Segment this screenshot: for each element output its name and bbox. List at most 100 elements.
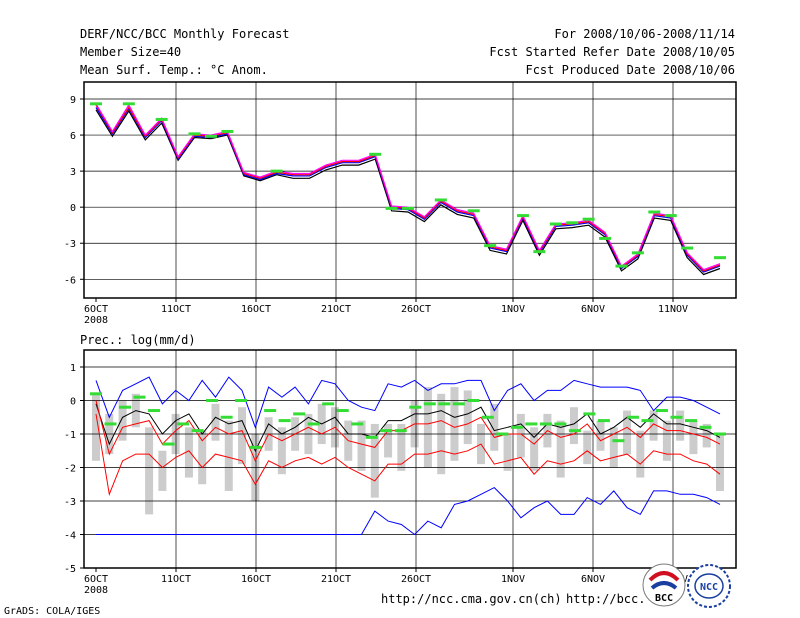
temp-series-ensemble-mean	[95, 109, 721, 276]
precip-series-minus	[95, 413, 721, 497]
precip-range-bar	[716, 434, 724, 491]
temp-marker	[533, 250, 546, 254]
temp-marker	[631, 251, 644, 255]
bcc-logo-swirl-red	[648, 571, 680, 582]
temp-marker	[516, 214, 529, 218]
temp-marker	[155, 117, 168, 121]
x-tick-label: 16OCT	[241, 574, 271, 585]
precip-marker	[626, 415, 639, 419]
header-variable: Mean Surf. Temp.: °C Anom.	[80, 63, 268, 77]
ncc-logo-circle	[687, 564, 731, 608]
temperature-frame	[83, 81, 737, 299]
temperature-lines	[95, 103, 721, 276]
precip-marker	[148, 409, 161, 413]
temp-marker	[221, 129, 234, 133]
y-tick-label: -1	[64, 430, 76, 441]
precip-title: Prec.: log(mm/d)	[80, 333, 196, 347]
precip-marker	[336, 409, 349, 413]
precip-marker	[177, 422, 190, 426]
ncc-logo-text: NCC	[700, 582, 718, 593]
bcc-logo-swirl-blue	[650, 581, 678, 590]
temp-marker	[385, 206, 398, 210]
precip-marker	[409, 405, 422, 409]
precip-range-bar	[636, 430, 645, 478]
x-tick-label: 6OCT	[84, 574, 108, 585]
temp-marker	[648, 210, 661, 214]
temp-marker	[467, 209, 480, 213]
x-tick-label: 26OCT	[401, 304, 431, 315]
footer-url-en[interactable]: http://bcc.	[566, 592, 645, 606]
precip-marker	[90, 392, 102, 396]
temp-marker	[664, 214, 677, 218]
precip-range-bar	[463, 390, 472, 445]
grads-credit: GrADS: COLA/IGES	[4, 606, 100, 617]
precip-marker	[714, 432, 726, 436]
header-period: For 2008/10/06-2008/11/14	[554, 27, 735, 41]
precip-range-bar	[583, 430, 592, 465]
precip-range-bar	[649, 410, 658, 441]
precip-marker	[467, 399, 480, 402]
precip-marker	[684, 419, 697, 423]
precip-range-bar	[530, 427, 539, 471]
precip-range-bar	[397, 423, 406, 471]
y-tick-label: 0	[70, 203, 76, 214]
bcc-logo: BCC	[642, 563, 686, 607]
precip-range-bar	[503, 434, 512, 471]
precip-marker	[612, 439, 625, 443]
x-tick-label: 21OCT	[321, 574, 351, 585]
precip-marker	[496, 432, 509, 436]
temp-marker	[599, 236, 612, 240]
x-tick-label: 11NOV	[658, 304, 688, 315]
precip-marker	[365, 435, 378, 439]
precip-marker	[322, 402, 335, 406]
precip-marker	[206, 399, 219, 402]
bcc-logo-text: BCC	[655, 593, 673, 604]
header-title: DERF/NCC/BCC Monthly Forecast	[80, 27, 290, 41]
x-tick-label: 26OCT	[401, 574, 431, 585]
precip-marker	[293, 412, 306, 416]
precip-marker	[264, 409, 277, 413]
x-tick-label: 11OCT	[161, 304, 191, 315]
temp-series-member-line-3	[95, 104, 721, 272]
y-tick-label: -3	[64, 239, 76, 250]
precip-marker	[539, 422, 552, 426]
precip-marker	[641, 419, 654, 423]
temp-marker	[402, 206, 414, 210]
header-start-date: Fcst Started Refer Date 2008/10/05	[489, 45, 735, 59]
temp-marker	[204, 134, 217, 138]
precip-marker	[351, 422, 364, 426]
precip-series-lower	[96, 486, 721, 536]
precip-marker	[249, 445, 262, 449]
temp-marker	[90, 102, 102, 106]
precip-series-upper	[95, 376, 721, 429]
temp-series-member-line-2	[95, 107, 721, 273]
x-tick-label: 11OCT	[161, 574, 191, 585]
precip-marker	[452, 402, 465, 406]
precipitation-panel: 1 0 -1 -2 -3 -4 -5 6OCT 11OCT 16OCT 21OCT 26OCT 1NO…	[64, 349, 737, 596]
precip-range-bar	[158, 450, 167, 491]
precip-range-bar	[702, 423, 711, 448]
precip-marker	[307, 422, 320, 426]
temperature-y-ticks: 9 6 3 0 -3 -6	[64, 95, 84, 286]
x-tick-label: 1NOV	[501, 574, 525, 585]
temp-marker	[582, 217, 595, 221]
precip-marker	[235, 399, 248, 402]
precip-marker	[655, 409, 668, 413]
precip-marker	[438, 402, 451, 406]
precip-marker	[191, 429, 204, 433]
precip-range-bar	[277, 427, 286, 475]
precip-marker	[568, 429, 581, 433]
precip-range-bar	[118, 400, 127, 441]
precipitation-y-ticks: 1 0 -1 -2 -3 -4 -5	[64, 363, 84, 575]
precip-range-bar	[569, 407, 578, 445]
precip-range-bar	[662, 420, 671, 461]
footer-url-ch[interactable]: http://ncc.cma.gov.cn(ch)	[381, 592, 562, 606]
precip-range-bar	[370, 423, 379, 498]
precip-marker	[525, 422, 538, 426]
precipitation-lines	[95, 376, 721, 536]
precip-marker	[699, 425, 712, 429]
precip-marker	[162, 442, 175, 446]
ncc-logo-globe	[694, 573, 724, 599]
ncc-logo: NCC	[687, 564, 731, 608]
